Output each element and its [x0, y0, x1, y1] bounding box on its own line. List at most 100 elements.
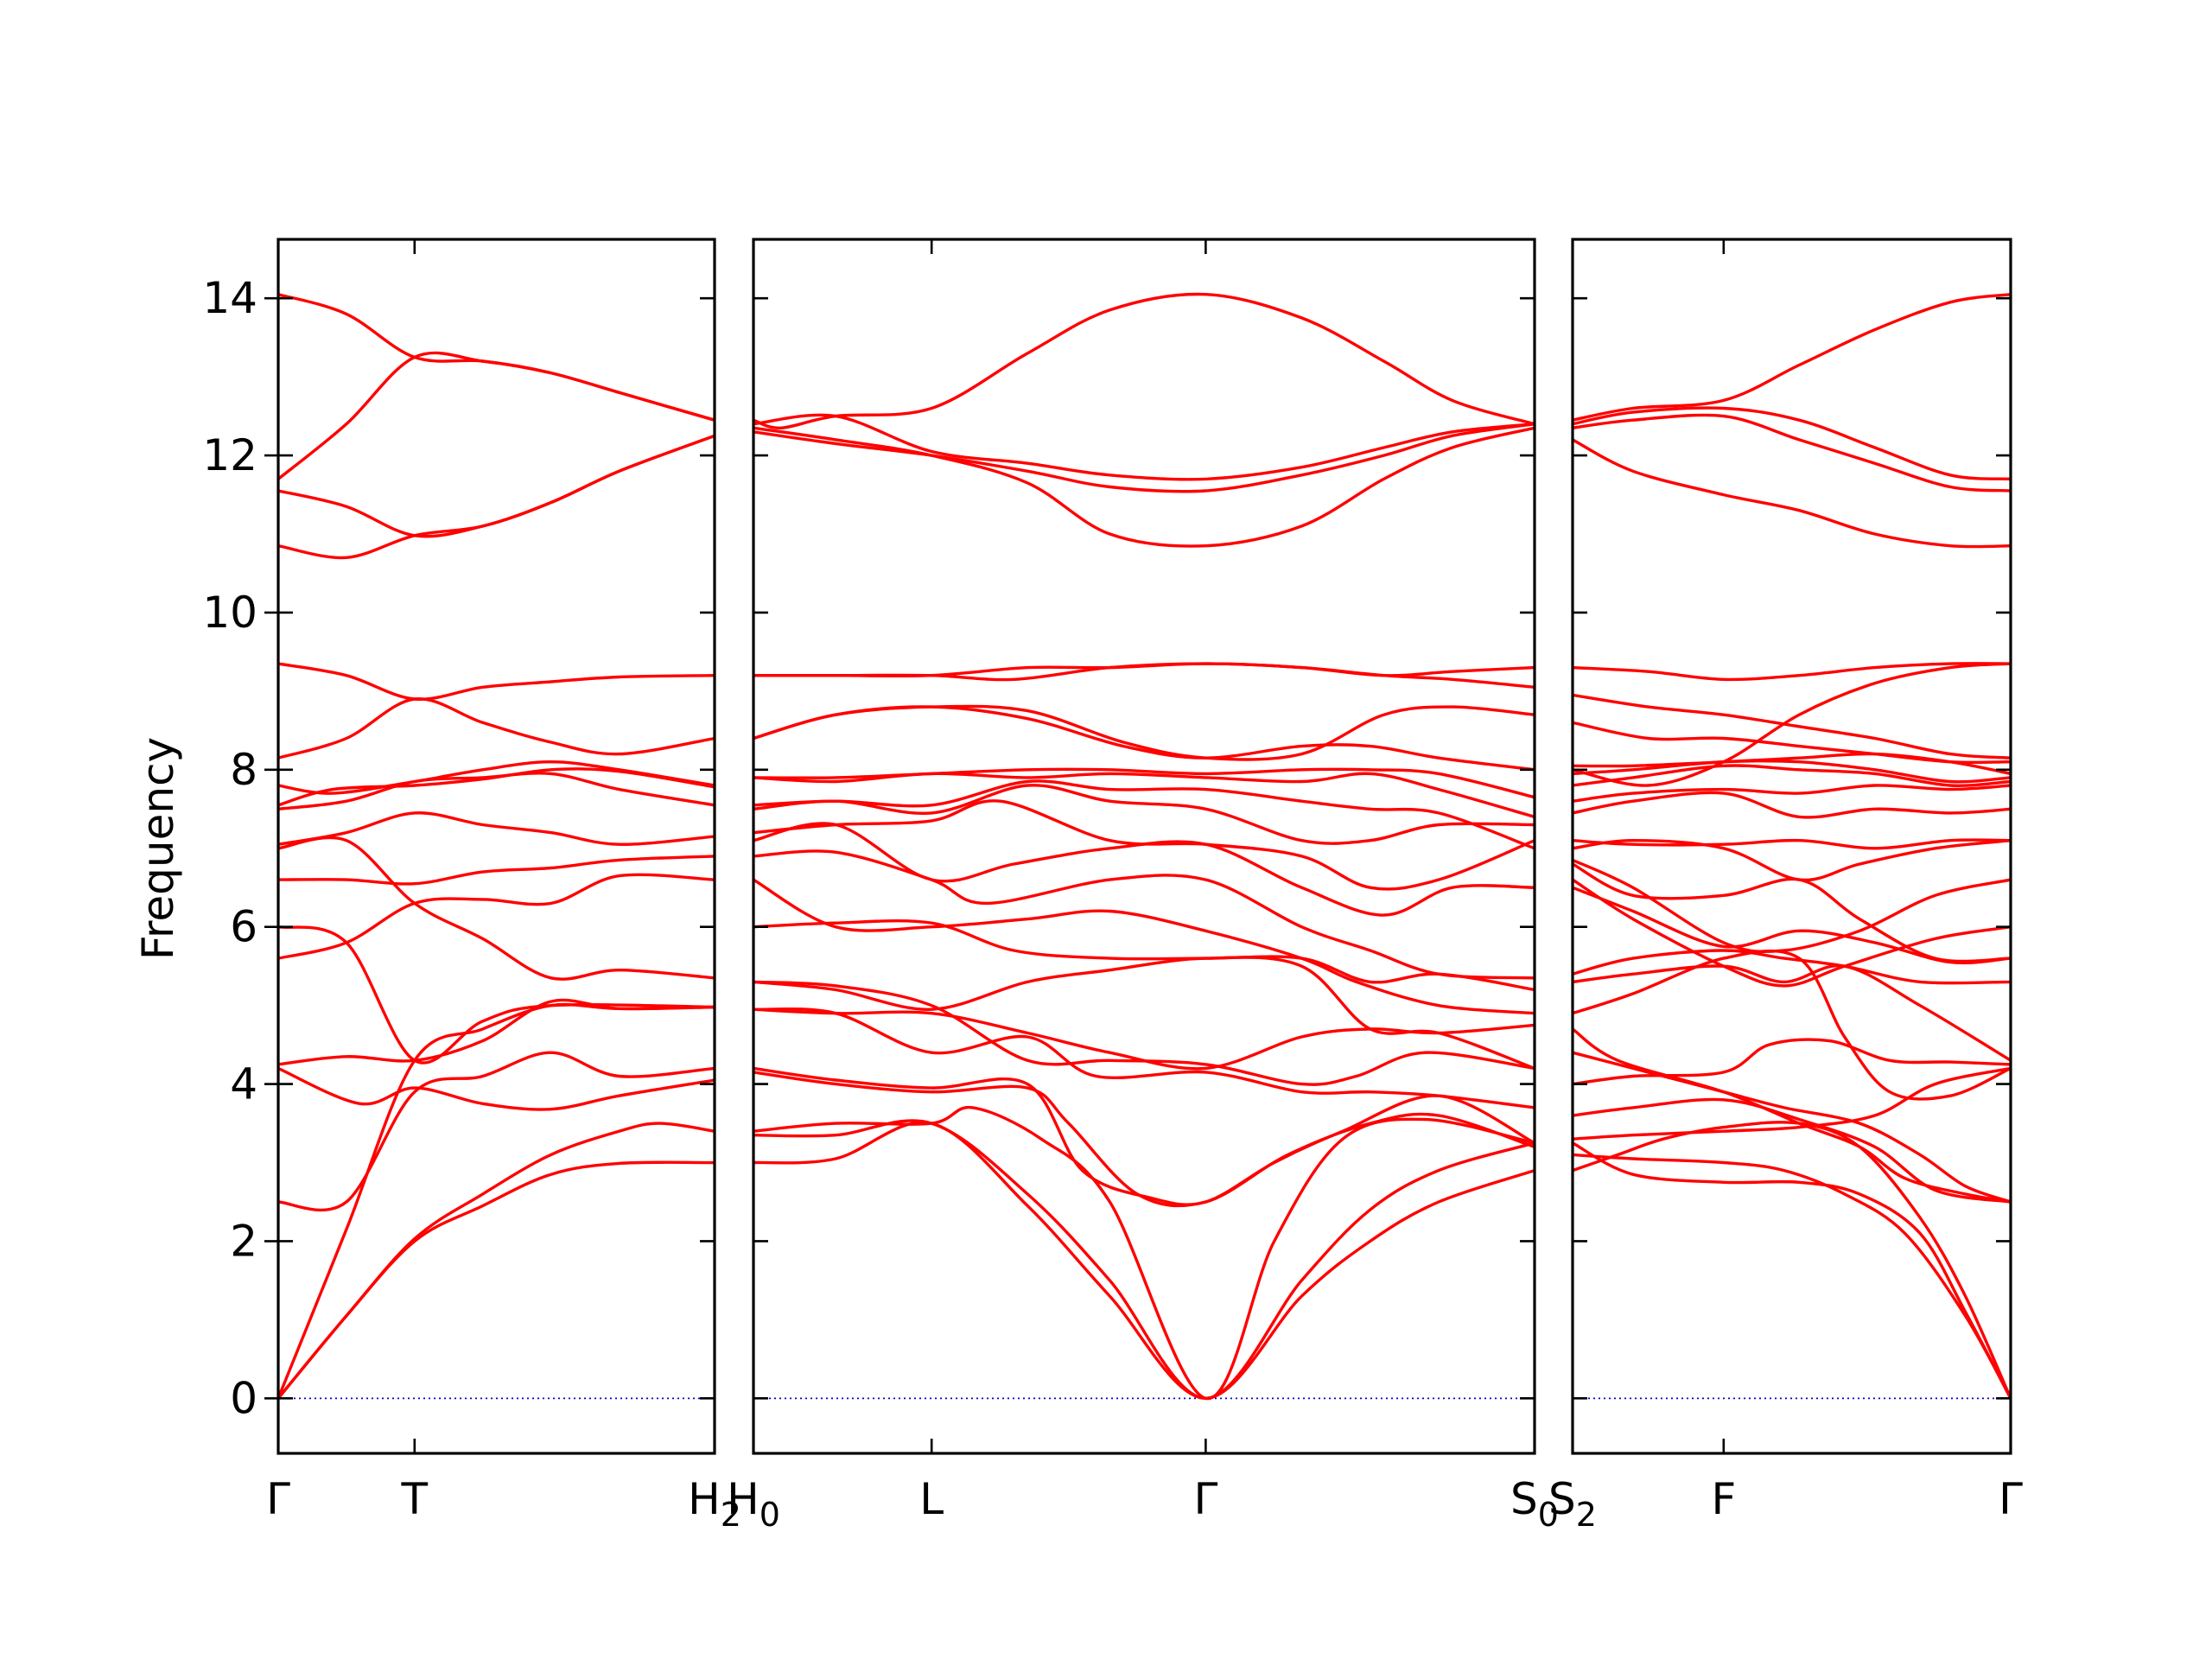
band-line-h0-l-gamma-s0-8 [753, 980, 1535, 1086]
x-tick-subscript: 0 [760, 1496, 780, 1534]
band-line-h0-l-gamma-s0-12 [753, 822, 1535, 917]
band-line-h0-l-gamma-s0-10 [753, 878, 1535, 1015]
x-tick-label-Γ: Γ [1193, 1474, 1217, 1524]
band-line-gamma-t-h2-5 [278, 998, 715, 1066]
band-line-s2-f-gamma-18 [1573, 784, 2011, 803]
band-line-s2-f-gamma-11 [1573, 886, 2011, 965]
y-tick-label: 0 [230, 1373, 257, 1423]
band-line-h0-l-gamma-s0-23 [753, 423, 1535, 493]
band-line-gamma-t-h2-7 [278, 873, 715, 960]
y-axis-title: Frequency [133, 737, 183, 960]
band-line-gamma-t-h2-10 [278, 811, 715, 846]
band-lines [1573, 293, 2011, 1400]
band-line-gamma-t-h2-2 [278, 1002, 715, 1400]
band-line-h0-l-gamma-s0-16 [753, 772, 1535, 819]
y-tick-label: 10 [202, 588, 257, 638]
y-tick-label: 2 [230, 1216, 257, 1266]
band-line-gamma-t-h2-17 [278, 434, 715, 538]
band-line-s2-f-gamma-14 [1573, 858, 2011, 954]
x-tick-subscript: 2 [721, 1496, 741, 1534]
band-line-s2-f-gamma-9 [1573, 963, 2011, 1062]
band-line-s2-f-gamma-22 [1573, 662, 2011, 787]
band-line-s2-f-gamma-20 [1573, 759, 2011, 784]
band-line-gamma-t-h2-0 [278, 1160, 715, 1400]
band-line-gamma-t-h2-19 [278, 293, 715, 422]
y-tick-label: 14 [202, 273, 257, 323]
x-tick-label-Γ: Γ [1999, 1474, 2023, 1524]
panel-h0-l-gamma-s0: H0 L Γ S0 [727, 238, 1559, 1534]
x-tick-subscript: 2 [1576, 1496, 1597, 1534]
band-line-gamma-t-h2-1 [278, 1122, 715, 1400]
band-line-s2-f-gamma-8 [1573, 949, 2011, 1101]
x-tick-label-F: F [1711, 1474, 1736, 1524]
band-line-s2-f-gamma-24 [1573, 693, 2011, 760]
band-line-s2-f-gamma-5 [1573, 1038, 2011, 1086]
band-line-s2-f-gamma-2 [1573, 1141, 2011, 1400]
band-line-h0-l-gamma-s0-11 [753, 849, 1535, 980]
band-line-s2-f-gamma-25 [1573, 662, 2011, 682]
x-tick-label-Γ: Γ [266, 1474, 290, 1524]
band-lines [753, 292, 1535, 1401]
band-line-s2-f-gamma-26 [1573, 438, 2011, 549]
band-line-gamma-t-h2-15 [278, 662, 715, 701]
band-line-h0-l-gamma-s0-14 [753, 784, 1535, 845]
band-line-h0-l-gamma-s0-18 [753, 705, 1535, 772]
band-line-gamma-t-h2-9 [278, 836, 715, 981]
band-line-s2-f-gamma-6 [1573, 1051, 2011, 1204]
band-line-h0-l-gamma-s0-2 [753, 1105, 1535, 1401]
band-line-s2-f-gamma-28 [1573, 406, 2011, 481]
band-line-h0-l-gamma-s0-15 [753, 779, 1535, 850]
panel-frame [276, 238, 716, 1455]
band-line-h0-l-gamma-s0-9 [753, 918, 1535, 992]
band-line-gamma-t-h2-8 [278, 855, 715, 886]
band-line-s2-f-gamma-0 [1573, 1121, 2011, 1400]
band-line-h0-l-gamma-s0-25 [753, 292, 1535, 430]
band-line-h0-l-gamma-s0-5 [753, 1007, 1535, 1109]
band-line-s2-f-gamma-3 [1573, 1066, 2011, 1141]
band-line-s2-f-gamma-23 [1573, 721, 2011, 765]
band-line-s2-f-gamma-16 [1573, 838, 2011, 850]
x-tick-subscript: 0 [1538, 1496, 1559, 1534]
band-line-s2-f-gamma-7 [1573, 1027, 2011, 1204]
band-line-h0-l-gamma-s0-19 [753, 704, 1535, 761]
band-line-s2-f-gamma-19 [1573, 764, 2011, 787]
x-tick-label-T: T [401, 1474, 429, 1524]
band-line-h0-l-gamma-s0-17 [753, 767, 1535, 799]
band-line-h0-l-gamma-s0-21 [753, 662, 1535, 678]
y-tick-label: 6 [230, 902, 257, 952]
panel-frame [1571, 238, 2012, 1455]
band-line-s2-f-gamma-12 [1573, 878, 2011, 988]
x-tick-label-L: L [919, 1474, 944, 1524]
panel-frame [752, 238, 1536, 1455]
band-line-h0-l-gamma-s0-7 [753, 956, 1535, 1071]
x-tick-label-S0: S0 [1510, 1474, 1559, 1534]
y-tick-label: 12 [202, 430, 257, 480]
band-line-s2-f-gamma-10 [1573, 949, 2011, 985]
band-line-gamma-t-h2-3 [278, 1051, 715, 1212]
band-line-gamma-t-h2-4 [278, 1066, 715, 1111]
band-line-s2-f-gamma-27 [1573, 413, 2011, 493]
panel-s2-f-gamma: S2 F Γ [1548, 238, 2023, 1534]
band-line-gamma-t-h2-13 [278, 760, 715, 795]
band-line-gamma-t-h2-16 [278, 434, 715, 560]
band-line-gamma-t-h2-14 [278, 697, 715, 760]
band-line-h0-l-gamma-s0-13 [753, 799, 1535, 891]
band-line-h0-l-gamma-s0-4 [753, 1066, 1535, 1206]
y-tick-label: 4 [230, 1059, 257, 1109]
band-line-h0-l-gamma-s0-3 [753, 1071, 1535, 1208]
band-line-s2-f-gamma-29 [1573, 293, 2011, 422]
y-tick-label: 8 [230, 745, 257, 795]
band-line-h0-l-gamma-s0-1 [753, 1119, 1535, 1400]
band-line-s2-f-gamma-15 [1573, 839, 2011, 882]
band-line-h0-l-gamma-s0-24 [753, 413, 1535, 481]
band-line-h0-l-gamma-s0-22 [753, 426, 1535, 548]
band-line-h0-l-gamma-s0-0 [753, 1121, 1535, 1400]
band-line-s2-f-gamma-4 [1573, 1097, 2011, 1204]
band-line-gamma-t-h2-11 [278, 772, 715, 810]
band-line-s2-f-gamma-17 [1573, 791, 2011, 819]
band-line-gamma-t-h2-12 [278, 767, 715, 807]
band-lines [278, 293, 715, 1400]
